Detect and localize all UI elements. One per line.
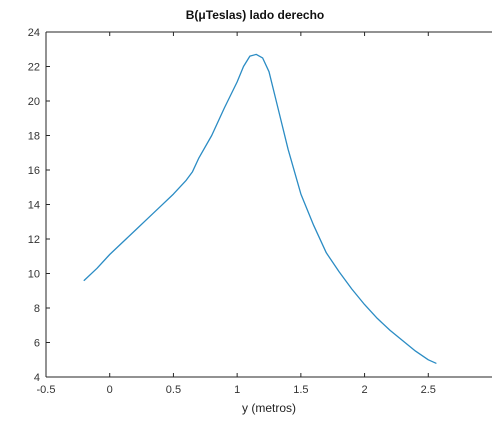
y-tick-label: 24 (28, 27, 40, 39)
x-tick-label: 2 (362, 384, 368, 396)
x-tick-label: 2.5 (421, 384, 436, 396)
y-tick-label: 6 (34, 338, 40, 350)
y-tick-label: 4 (34, 372, 40, 384)
y-tick-label: 20 (28, 96, 40, 108)
x-tick-label: 0.5 (166, 384, 181, 396)
y-tick-label: 16 (28, 165, 40, 177)
chart-title: B(μTeslas) lado derecho (186, 8, 325, 22)
y-tick-label: 22 (28, 62, 40, 74)
x-tick-label: -0.5 (37, 384, 56, 396)
series-layer (83, 53, 437, 364)
y-tick-label: 12 (28, 234, 40, 246)
x-axis-label: y (metros) (242, 401, 296, 415)
y-tick-label: 10 (28, 269, 40, 281)
x-tick-label: 0 (107, 384, 113, 396)
y-tick-label: 8 (34, 303, 40, 315)
x-tick-label: 1 (234, 384, 240, 396)
y-tick-label: 18 (28, 131, 40, 143)
axes: -0.5 0 0.5 1 1.5 2 2.5 4 6 8 10 12 14 16 18 20 22 24 (28, 27, 492, 396)
x-tick-label: 1.5 (293, 384, 308, 396)
y-tick-label: 14 (28, 200, 40, 212)
series-line (83, 53, 437, 364)
